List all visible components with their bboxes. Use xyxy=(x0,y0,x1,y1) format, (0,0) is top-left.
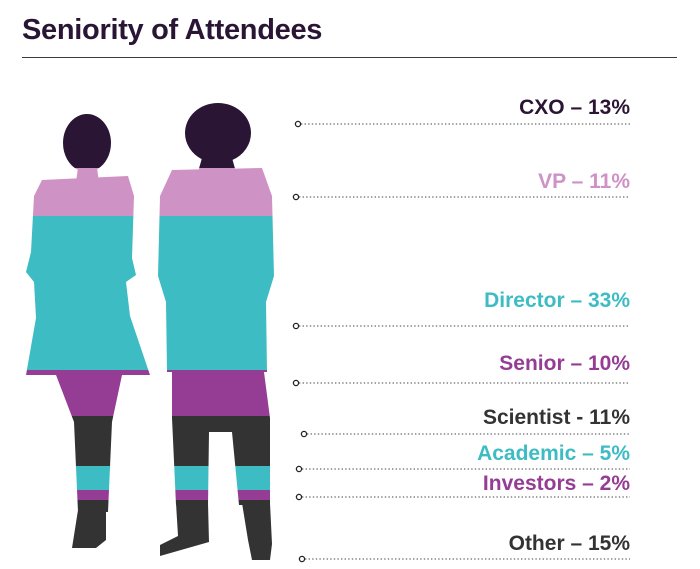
leader-dot-scientist xyxy=(300,430,308,438)
leader-dot-cxo xyxy=(294,120,302,128)
data-label-cxo: CXO – 13% xyxy=(519,96,630,119)
page-title: Seniority of Attendees xyxy=(22,14,323,46)
band-vp xyxy=(26,168,274,216)
band-director xyxy=(26,216,274,370)
data-label-academic: Academic – 5% xyxy=(477,442,630,465)
band-investors xyxy=(26,490,274,500)
band-senior xyxy=(26,370,274,416)
data-label-other: Other – 15% xyxy=(508,532,630,555)
leader-dot-investors xyxy=(295,493,303,501)
data-label-scientist: Scientist - 11% xyxy=(482,406,630,429)
leader-dot-senior xyxy=(292,379,300,387)
leader-dot-academic xyxy=(295,465,303,473)
leader-dot-other xyxy=(298,555,306,563)
data-label-vp: VP – 11% xyxy=(538,170,630,193)
leader-dot-director xyxy=(292,322,300,330)
data-label-director: Director – 33% xyxy=(484,289,630,312)
title-divider xyxy=(22,57,677,58)
band-cxo xyxy=(26,103,274,168)
band-other xyxy=(26,500,274,560)
leader-dot-vp xyxy=(292,193,300,201)
band-scientist xyxy=(26,416,274,466)
band-academic xyxy=(26,466,274,490)
data-label-investors: Investors – 2% xyxy=(482,472,630,495)
data-label-senior: Senior – 10% xyxy=(499,352,630,375)
